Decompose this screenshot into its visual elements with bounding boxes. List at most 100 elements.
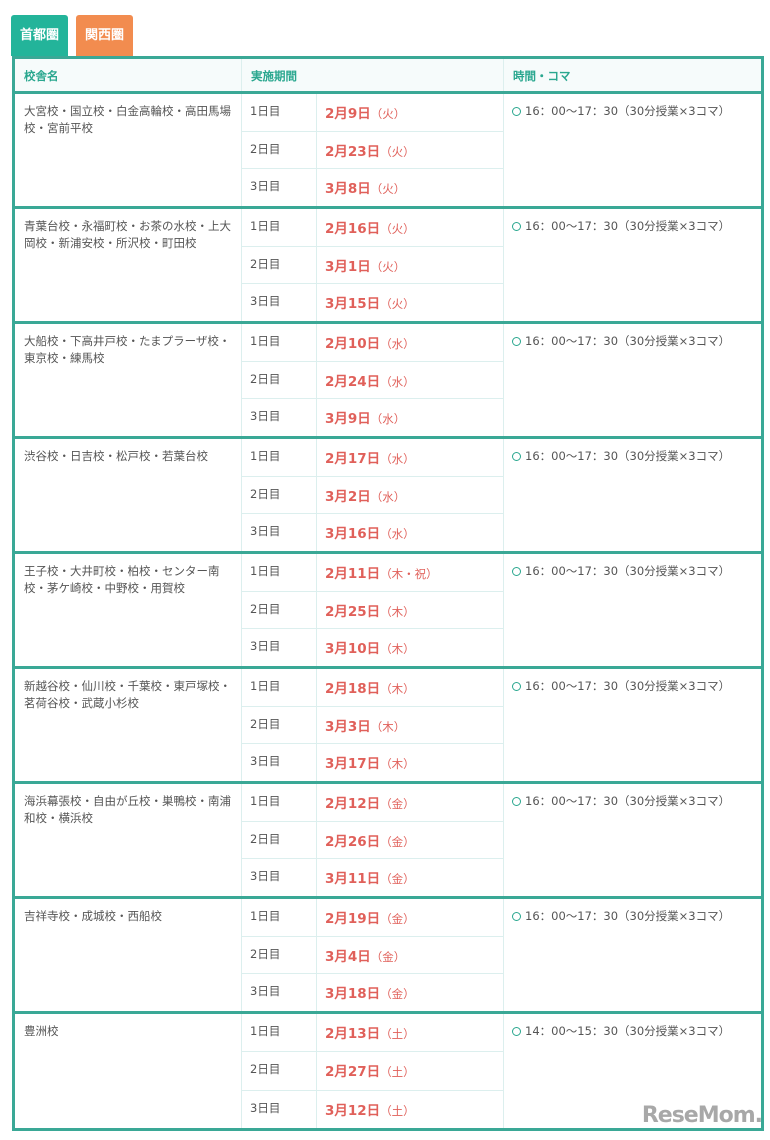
day-row: 3日目 3月10日（木）: [242, 629, 503, 667]
weekday: （土）: [380, 1027, 415, 1041]
day-row: 3日目 3月17日（木）: [242, 744, 503, 782]
weekday: （水）: [380, 337, 415, 351]
date: 2月23日: [325, 143, 381, 160]
school-names: 新越谷校・仙川校・千葉校・東戸塚校・茗荷谷校・武蔵小杉校: [15, 669, 242, 781]
date: 2月25日: [325, 603, 381, 620]
day-label: 3日目: [242, 744, 317, 782]
clock-icon: [512, 567, 521, 576]
date: 3月4日: [325, 948, 371, 965]
school-names: 豊洲校: [15, 1014, 242, 1128]
day-label: 2日目: [242, 706, 317, 744]
time-text: 16：00～17：30（30分授業×3コマ）: [525, 564, 731, 578]
day-label: 1日目: [242, 94, 317, 131]
weekday: （金）: [380, 872, 415, 887]
day-date: 3月1日（火）: [317, 247, 503, 284]
period-cell: 1日目 2月11日（木・祝） 2日目 2月25日（木） 3日目 3月10日（木）: [242, 554, 504, 667]
day-label: 3日目: [242, 169, 317, 207]
tab-kansai[interactable]: 関西圏: [76, 15, 134, 56]
day-row: 3日目 3月16日（水）: [242, 514, 503, 552]
period-cell: 1日目 2月12日（金） 2日目 2月26日（金） 3日目 3月11日（金）: [242, 784, 504, 897]
table-row: 大宮校・国立校・白金高輪校・高田馬場校・宮前平校 1日目 2月9日（火） 2日目…: [15, 94, 761, 209]
day-row: 2日目 2月23日（火）: [242, 131, 503, 170]
clock-icon: [512, 107, 521, 116]
day-row: 2日目 2月26日（金）: [242, 821, 503, 860]
time-cell: 16：00～17：30（30分授業×3コマ）: [504, 439, 761, 551]
table-row: 渋谷校・日吉校・松戸校・若葉台校 1日目 2月17日（水） 2日目 3月2日（水…: [15, 439, 761, 554]
weekday: （火）: [370, 259, 406, 274]
table-header: 校舎名 実施期間 時間・コマ: [15, 59, 761, 94]
day-label: 3日目: [242, 284, 317, 322]
date: 2月9日: [325, 106, 371, 122]
day-row: 2日目 3月4日（金）: [242, 936, 503, 975]
day-date: 3月15日（火）: [317, 284, 503, 321]
day-label: 3日目: [242, 629, 317, 667]
time-text: 16：00～17：30（30分授業×3コマ）: [525, 679, 731, 693]
day-label: 1日目: [242, 554, 317, 591]
weekday: （金）: [380, 834, 415, 849]
clock-icon: [512, 912, 521, 921]
date: 2月16日: [325, 221, 381, 237]
day-date: 2月17日（水）: [317, 439, 503, 476]
day-date: 2月9日（火）: [317, 94, 503, 131]
time-cell: 16：00～17：30（30分授業×3コマ）: [504, 324, 761, 436]
table-row: 豊洲校 1日目 2月13日（土） 2日目 2月27日（土） 3日目 3月12日（…: [15, 1014, 761, 1128]
time-text: 16：00～17：30（30分授業×3コマ）: [525, 909, 731, 923]
day-row: 1日目 2月12日（金）: [242, 784, 503, 822]
school-names: 王子校・大井町校・柏校・センター南校・茅ケ崎校・中野校・用賀校: [15, 554, 242, 666]
day-row: 3日目 3月9日（水）: [242, 399, 503, 437]
header-name: 校舎名: [15, 59, 242, 91]
time-cell: 16：00～17：30（30分授業×3コマ）: [504, 784, 761, 896]
day-row: 2日目 3月1日（火）: [242, 246, 503, 285]
weekday: （金）: [380, 987, 415, 1002]
time-cell: 16：00～17：30（30分授業×3コマ）: [504, 209, 761, 321]
day-date: 3月11日（金）: [317, 859, 503, 896]
date: 2月12日: [325, 796, 381, 812]
clock-icon: [512, 337, 521, 346]
time-cell: 16：00～17：30（30分授業×3コマ）: [504, 669, 761, 781]
clock-icon: [512, 452, 521, 461]
day-date: 2月23日（火）: [317, 132, 503, 169]
weekday: （水）: [370, 412, 406, 427]
weekday: （水）: [370, 489, 406, 504]
day-row: 2日目 2月24日（水）: [242, 361, 503, 400]
day-date: 3月10日（木）: [317, 629, 503, 666]
table-row: 大船校・下高井戸校・たまプラーザ校・東京校・練馬校 1日目 2月10日（水） 2…: [15, 324, 761, 439]
day-row: 1日目 2月19日（金）: [242, 899, 503, 937]
date: 2月24日: [325, 373, 381, 390]
clock-icon: [512, 682, 521, 691]
day-row: 2日目 3月2日（水）: [242, 476, 503, 515]
schedule-table: 校舎名 実施期間 時間・コマ 大宮校・国立校・白金高輪校・高田馬場校・宮前平校 …: [12, 56, 764, 1131]
header-period: 実施期間: [242, 59, 504, 91]
day-label: 2日目: [242, 936, 317, 974]
day-date: 2月18日（木）: [317, 669, 503, 706]
day-date: 3月16日（水）: [317, 514, 503, 551]
weekday: （木）: [380, 604, 415, 619]
date: 3月11日: [325, 871, 381, 888]
period-cell: 1日目 2月16日（火） 2日目 3月1日（火） 3日目 3月15日（火）: [242, 209, 504, 322]
day-date: 2月16日（火）: [317, 209, 503, 246]
date: 3月15日: [325, 296, 381, 313]
tab-shutoken[interactable]: 首都圏: [11, 15, 69, 56]
date: 3月10日: [325, 641, 381, 658]
day-row: 2日目 3月3日（木）: [242, 706, 503, 745]
date: 3月1日: [325, 258, 371, 275]
day-row: 1日目 2月18日（木）: [242, 669, 503, 707]
time-text: 14：00～15：30（30分授業×3コマ）: [525, 1024, 731, 1038]
school-names: 海浜幕張校・自由が丘校・巣鴨校・南浦和校・横浜校: [15, 784, 242, 896]
day-label: 2日目: [242, 476, 317, 514]
period-cell: 1日目 2月18日（木） 2日目 3月3日（木） 3日目 3月17日（木）: [242, 669, 504, 782]
day-date: 3月2日（水）: [317, 477, 503, 514]
time-text: 16：00～17：30（30分授業×3コマ）: [525, 449, 731, 463]
clock-icon: [512, 1027, 521, 1036]
day-date: 2月11日（木・祝）: [317, 554, 503, 591]
time-cell: 14：00～15：30（30分授業×3コマ）: [504, 1014, 761, 1128]
date: 2月10日: [325, 336, 381, 352]
school-names: 大船校・下高井戸校・たまプラーザ校・東京校・練馬校: [15, 324, 242, 436]
day-label: 2日目: [242, 246, 317, 284]
weekday: （火）: [380, 144, 415, 159]
day-label: 1日目: [242, 209, 317, 246]
date: 2月17日: [325, 451, 381, 467]
time-text: 16：00～17：30（30分授業×3コマ）: [525, 104, 731, 118]
table-row: 青葉台校・永福町校・お茶の水校・上大岡校・新浦安校・所沢校・町田校 1日目 2月…: [15, 209, 761, 324]
date: 2月18日: [325, 681, 381, 697]
